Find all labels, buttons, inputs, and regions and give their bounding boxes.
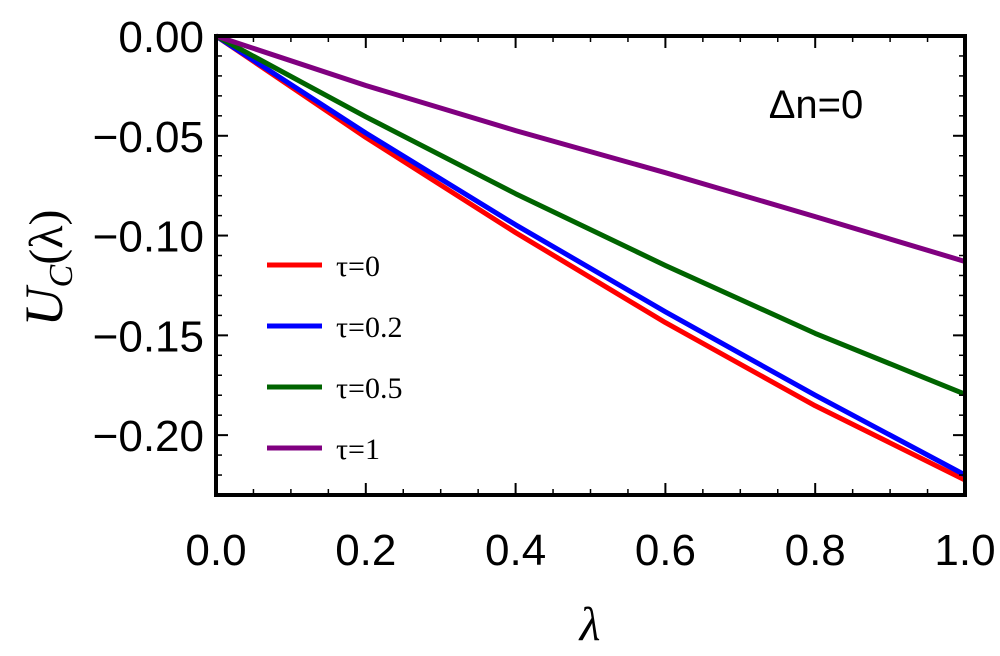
x-tick-label-2: 0.4 [485, 526, 546, 575]
legend-label-2: τ=0.5 [336, 372, 402, 405]
ticks-layer: 0.0 0.2 0.4 0.6 0.8 1.0 0.00 −0.05 −0.10 −0.15 −0.… [93, 13, 996, 575]
series-line-0 [214, 33, 967, 483]
x-axis-title: λ [578, 598, 601, 651]
series-layer [214, 33, 967, 483]
y-axis-title-sub: C [43, 264, 80, 287]
y-tick-label-1: −0.05 [93, 113, 204, 162]
x-tick-label-1: 0.2 [335, 526, 396, 575]
x-tick-label-4: 0.8 [785, 526, 846, 575]
legend: τ=0 τ=0.2 τ=0.5 τ=1 [267, 250, 402, 466]
x-tick-label-3: 0.6 [635, 526, 696, 575]
legend-label-0: τ=0 [336, 250, 380, 283]
series-line-3 [215, 33, 966, 264]
y-tick-label-0: 0.00 [118, 13, 204, 62]
series-line-1 [214, 33, 967, 478]
svg-text:UC(λ): UC(λ) [14, 210, 80, 327]
legend-label-1: τ=0.2 [336, 311, 402, 344]
y-axis-title: UC(λ) [14, 210, 80, 327]
annotation-label: Δn=0 [769, 83, 864, 127]
y-tick-label-2: −0.10 [93, 213, 204, 262]
x-tick-label-5: 1.0 [934, 526, 995, 575]
y-tick-label-3: −0.15 [93, 312, 204, 361]
y-axis-title-arg: (λ) [20, 210, 73, 265]
legend-label-3: τ=1 [336, 433, 380, 466]
y-axis-title-main: U [14, 284, 74, 326]
x-tick-label-0: 0.0 [185, 526, 246, 575]
series-line-2 [214, 33, 966, 397]
y-tick-label-4: −0.20 [93, 412, 204, 461]
